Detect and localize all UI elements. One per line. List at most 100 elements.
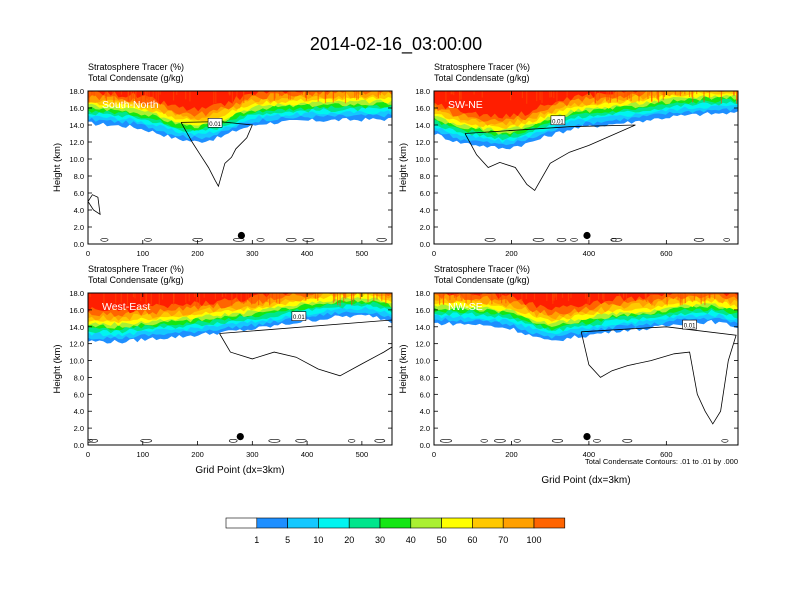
y-tick-label: 10.0 [415,155,430,164]
subtitle-line2: Total Condensate (g/kg) [88,275,184,285]
contour-footnote: Total Condensate Contours: .01 to .01 by… [585,457,738,466]
plot-frame [433,292,739,446]
y-tick-label: 14.0 [415,121,430,130]
x-tick-label: 300 [246,450,259,459]
surface-contour [439,438,453,443]
surface-contour [302,238,315,242]
surface-contour [570,238,578,242]
surface-contour [622,438,633,443]
y-tick-label: 8.0 [420,172,430,181]
x-tick-label: 400 [583,249,596,258]
location-marker [583,433,591,441]
x-tick-label: 400 [301,450,314,459]
surface-contour [268,438,281,443]
x-tick-label: 0 [432,450,436,459]
subtitle-line2: Total Condensate (g/kg) [434,73,530,83]
y-tick-label: 0.0 [74,441,84,450]
contour-label: 0.01 [552,119,564,125]
condensate-contour-small [88,194,101,216]
x-tick-label: 200 [505,249,518,258]
location-marker [237,231,245,240]
contour-label-box [682,319,697,330]
colorbar-swatch-8 [472,517,504,529]
y-tick-label: 10.0 [69,357,84,366]
location-marker [236,433,244,441]
tracer-level-10 [434,293,738,316]
y-tick-label: 10.0 [69,155,84,164]
y-tick-label: 18.0 [69,87,84,96]
surface-contour [593,438,601,443]
y-tick-label: 16.0 [415,104,430,113]
panel-label: South-North [102,99,159,111]
x-tick-label: 100 [137,450,150,459]
surface-contour [513,438,521,443]
colorbar-label: 60 [467,535,477,545]
subtitle-line1: Stratosphere Tracer (%) [88,264,184,274]
main-title: 2014-02-16_03:00:00 [310,34,482,55]
surface-contour [721,438,729,443]
subtitle-line1: Stratosphere Tracer (%) [434,62,530,72]
surface-contour [376,238,387,242]
colorbar-swatch-3 [318,517,350,529]
colorbar-label: 100 [526,535,541,545]
panel-1: 0.01 South-North Stratosphere Tracer (%)To… [52,62,393,258]
x-tick-label: 0 [432,249,436,258]
y-tick-label: 4.0 [74,407,84,416]
x-tick-label: 200 [505,450,518,459]
surface-contour [693,238,705,242]
surface-contour [493,438,506,443]
y-tick-label: 6.0 [420,189,430,198]
colorbar-swatch-6 [410,517,442,529]
colorbar-label: 50 [437,535,447,545]
y-tick-label: 16.0 [415,306,430,315]
surface-contour [100,238,109,242]
y-tick-label: 8.0 [420,373,430,382]
colorbar-swatch-5 [379,517,412,529]
colorbar-swatch-2 [287,517,319,529]
y-tick-label: 18.0 [415,87,430,96]
x-tick-label: 0 [86,249,90,258]
y-tick-label: 14.0 [415,323,430,332]
y-tick-label: 14.0 [69,121,84,130]
y-tick-label: 0.0 [420,240,430,249]
tracer-field [434,91,738,242]
y-tick-label: 12.0 [415,138,430,147]
x-tick-label: 400 [583,450,596,459]
surface-contour [144,238,152,242]
y-tick-label: 14.0 [69,323,84,332]
surface-contour [140,438,153,443]
y-axis-label: Height (km) [52,143,63,192]
x-axis-label: Grid Point (dx=3km) [541,475,630,486]
y-tick-label: 2.0 [74,223,84,232]
surface-contour [610,238,623,242]
x-tick-label: 600 [660,450,673,459]
surface-contour [532,238,545,242]
colorbar: 1 5 10 20 30 40 50 60 70 100 [225,517,566,545]
tracer-level-11 [88,91,392,112]
colorbar-label: 30 [375,535,385,545]
contour-label-box [207,118,223,128]
y-tick-label: 6.0 [420,390,430,399]
plot-frame [87,292,393,446]
tracer-field [88,293,392,443]
colorbar-swatch-0 [225,517,258,529]
surface-contour [347,438,356,443]
colorbar-label: 1 [254,535,259,545]
subtitle-line2: Total Condensate (g/kg) [434,275,530,285]
surface-contour [374,438,386,443]
y-tick-label: 12.0 [415,340,430,349]
y-tick-label: 2.0 [420,424,430,433]
colorbar-swatch-7 [441,517,473,529]
subtitle-line1: Stratosphere Tracer (%) [434,264,530,274]
y-tick-label: 8.0 [74,172,84,181]
x-tick-label: 500 [356,450,369,459]
y-axis-label: Height (km) [398,344,409,393]
surface-contour [295,438,307,443]
colorbar-swatch-4 [348,517,381,529]
tracer-field [434,293,738,443]
surface-contour [480,438,488,443]
surface-contour [233,238,245,242]
y-tick-label: 16.0 [69,104,84,113]
